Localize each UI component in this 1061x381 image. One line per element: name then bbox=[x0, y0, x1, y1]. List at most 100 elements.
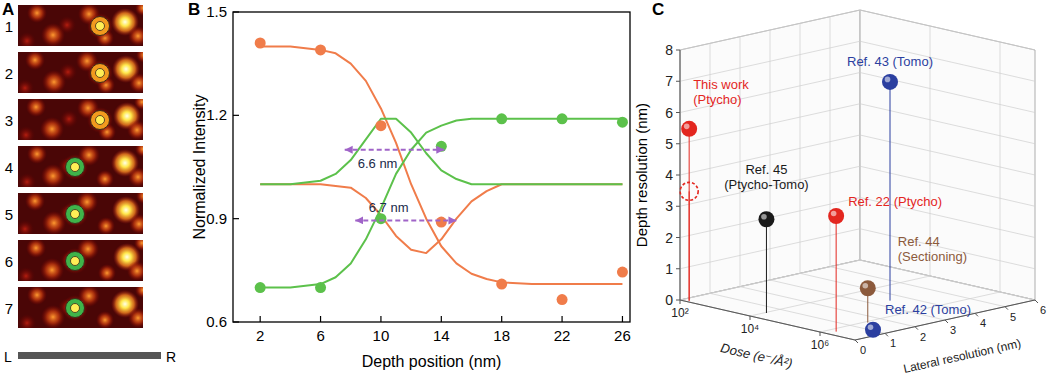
scale-label: R bbox=[166, 349, 176, 365]
sphere-highlight bbox=[868, 324, 874, 330]
data-sphere bbox=[758, 211, 774, 227]
atom-center bbox=[71, 257, 80, 266]
intensity-blob bbox=[129, 73, 143, 93]
x-axis-line bbox=[680, 300, 855, 340]
grid-line bbox=[680, 198, 860, 238]
sphere-highlight bbox=[684, 124, 690, 130]
frame-label: 1 bbox=[5, 18, 13, 35]
grid-line bbox=[830, 267, 1005, 307]
image-frame bbox=[18, 52, 143, 93]
intensity-blob bbox=[135, 5, 143, 16]
atom-ring bbox=[66, 299, 85, 318]
frame-label: 7 bbox=[5, 300, 13, 317]
drop-line bbox=[890, 82, 891, 301]
z-tick bbox=[676, 112, 680, 113]
projected-point bbox=[680, 182, 698, 200]
grid-line bbox=[680, 10, 860, 50]
x-axis-title: Dose (e⁻/Å²) bbox=[719, 340, 794, 371]
intensity-blob bbox=[128, 167, 143, 187]
figure: A1234567LRB2610141822260.60.91.21.5Depth… bbox=[0, 0, 1061, 381]
image-frame bbox=[18, 287, 143, 328]
frame-label: 6 bbox=[5, 253, 13, 270]
intensity-blob bbox=[18, 126, 35, 140]
image-frame bbox=[18, 5, 143, 46]
y-tick-label: 3 bbox=[950, 324, 956, 336]
data-point bbox=[315, 44, 326, 55]
x-tick bbox=[820, 332, 821, 336]
scale-label: L bbox=[4, 349, 12, 365]
intensity-blob bbox=[98, 264, 116, 281]
drop-line bbox=[766, 219, 767, 313]
grid-line bbox=[680, 260, 860, 300]
x-tick bbox=[501, 316, 502, 322]
intensity-blob bbox=[127, 120, 143, 140]
z-tick bbox=[676, 237, 680, 238]
x-tick bbox=[680, 300, 681, 304]
grid-line bbox=[860, 73, 1035, 113]
width-arrow bbox=[355, 219, 456, 221]
x-tick-label: 10⁶ bbox=[811, 338, 829, 352]
grid-line bbox=[860, 260, 1035, 300]
atom-ring bbox=[91, 64, 110, 83]
intensity-blob bbox=[129, 214, 143, 234]
data-point bbox=[617, 267, 628, 278]
sphere-highlight bbox=[885, 77, 891, 83]
intensity-blob bbox=[18, 32, 36, 46]
y-tick-label: 4 bbox=[980, 317, 986, 329]
x-tick-label: 26 bbox=[614, 327, 631, 344]
plot-frame bbox=[233, 12, 630, 322]
x-tick-label: 6 bbox=[316, 327, 324, 344]
intensity-blob bbox=[135, 146, 143, 157]
y-tick bbox=[975, 313, 978, 316]
z-tick bbox=[676, 50, 680, 51]
point-label: (Sectioning) bbox=[898, 249, 967, 264]
point-label: Ref. 44 bbox=[898, 234, 940, 249]
point-label: (Ptycho) bbox=[693, 92, 741, 107]
scale-bar bbox=[18, 352, 161, 359]
data-point bbox=[557, 113, 568, 124]
atom-ring bbox=[66, 252, 85, 271]
frame-label: 3 bbox=[5, 112, 13, 129]
data-point bbox=[496, 113, 507, 124]
intensity-blob bbox=[87, 107, 113, 133]
atom-ring bbox=[66, 158, 85, 177]
z-axis-title: Depth resolution (nm) bbox=[633, 103, 650, 247]
z-tick-label: 2 bbox=[665, 230, 673, 246]
x-tick bbox=[320, 316, 321, 322]
intensity-blob bbox=[62, 154, 88, 180]
annotation-label: 6.7 nm bbox=[369, 200, 409, 215]
y-tick bbox=[885, 333, 888, 336]
grid-line bbox=[860, 229, 1035, 269]
floor bbox=[680, 260, 1035, 340]
intensity-blob bbox=[18, 314, 36, 328]
sphere-highlight bbox=[761, 214, 767, 220]
intensity-blob bbox=[62, 295, 88, 321]
x-tick bbox=[260, 316, 261, 322]
intensity-blob bbox=[87, 13, 113, 39]
z-tick bbox=[676, 175, 680, 176]
atom-center bbox=[71, 163, 80, 172]
panel-label: B bbox=[188, 0, 200, 19]
atom-center bbox=[71, 210, 80, 219]
y-tick bbox=[1035, 300, 1038, 303]
intensity-blob bbox=[62, 248, 88, 274]
data-point bbox=[436, 217, 447, 228]
data-sphere bbox=[681, 121, 697, 137]
image-frame bbox=[18, 99, 143, 140]
grid-line bbox=[680, 229, 860, 269]
z-tick bbox=[676, 143, 680, 144]
point-label: This work bbox=[693, 77, 749, 92]
atom-center bbox=[96, 116, 105, 125]
x-tick bbox=[561, 316, 562, 322]
fit-curve bbox=[260, 46, 622, 284]
z-tick-label: 7 bbox=[665, 73, 673, 89]
intensity-blob bbox=[135, 287, 143, 298]
intensity-blob bbox=[128, 308, 143, 328]
image-frame bbox=[18, 146, 143, 187]
data-point bbox=[375, 120, 386, 131]
image-frame bbox=[18, 240, 143, 281]
x-axis-title: Depth position (nm) bbox=[362, 353, 502, 370]
z-tick-label: 4 bbox=[665, 167, 673, 183]
data-point bbox=[496, 279, 507, 290]
annotation-label: 6.6 nm bbox=[358, 156, 398, 171]
